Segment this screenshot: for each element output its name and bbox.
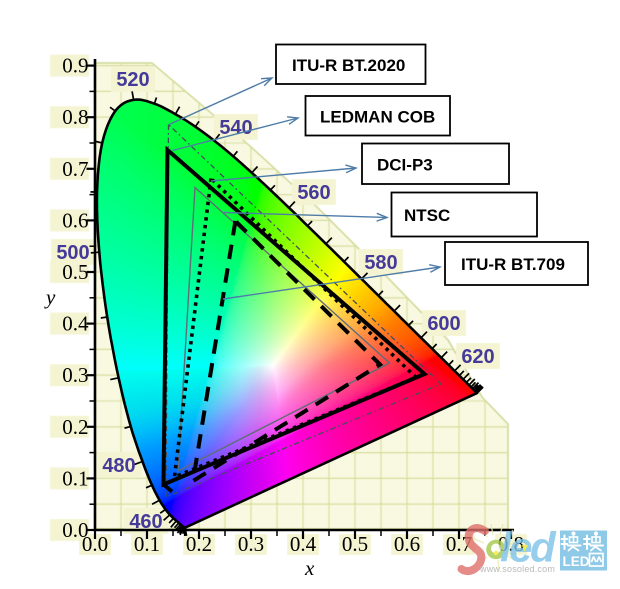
svg-text:LEDMAN COB: LEDMAN COB <box>320 108 435 127</box>
svg-text:600: 600 <box>427 313 460 335</box>
svg-text:DCI-P3: DCI-P3 <box>377 156 433 175</box>
svg-text:480: 480 <box>102 455 135 477</box>
svg-text:620: 620 <box>461 346 494 368</box>
svg-text:0.3: 0.3 <box>238 532 264 556</box>
svg-text:0.4: 0.4 <box>290 532 317 556</box>
svg-text:led: led <box>500 524 557 571</box>
svg-text:460: 460 <box>129 511 162 533</box>
svg-text:ITU-R BT.2020: ITU-R BT.2020 <box>292 56 405 75</box>
svg-text:0.7: 0.7 <box>62 157 88 181</box>
svg-text:0.2: 0.2 <box>186 532 212 556</box>
svg-text:0.6: 0.6 <box>394 532 420 556</box>
svg-text:520: 520 <box>116 69 149 91</box>
svg-text:560: 560 <box>297 182 330 204</box>
svg-text:y: y <box>44 285 56 309</box>
svg-text:0.3: 0.3 <box>62 363 88 387</box>
svg-text:540: 540 <box>219 117 252 139</box>
svg-text:0.2: 0.2 <box>62 415 88 439</box>
svg-text:0.5: 0.5 <box>342 532 368 556</box>
svg-text:0.9: 0.9 <box>62 54 88 78</box>
svg-text:0.6: 0.6 <box>62 208 88 232</box>
svg-text:0.1: 0.1 <box>62 466 88 490</box>
svg-text:500: 500 <box>56 242 89 264</box>
svg-text:NTSC: NTSC <box>404 206 450 225</box>
svg-text:0.1: 0.1 <box>134 532 160 556</box>
svg-text:580: 580 <box>364 252 397 274</box>
svg-text:x: x <box>304 556 315 580</box>
svg-text:0.0: 0.0 <box>82 532 108 556</box>
svg-text:0.5: 0.5 <box>62 260 88 284</box>
svg-text:0.0: 0.0 <box>62 518 88 542</box>
svg-text:LED: LED <box>563 554 590 569</box>
svg-text:www.sosoled.com: www.sosoled.com <box>479 564 555 574</box>
svg-text:0.4: 0.4 <box>62 312 89 336</box>
svg-text:0.8: 0.8 <box>62 105 88 129</box>
svg-text:ITU-R BT.709: ITU-R BT.709 <box>461 255 565 274</box>
